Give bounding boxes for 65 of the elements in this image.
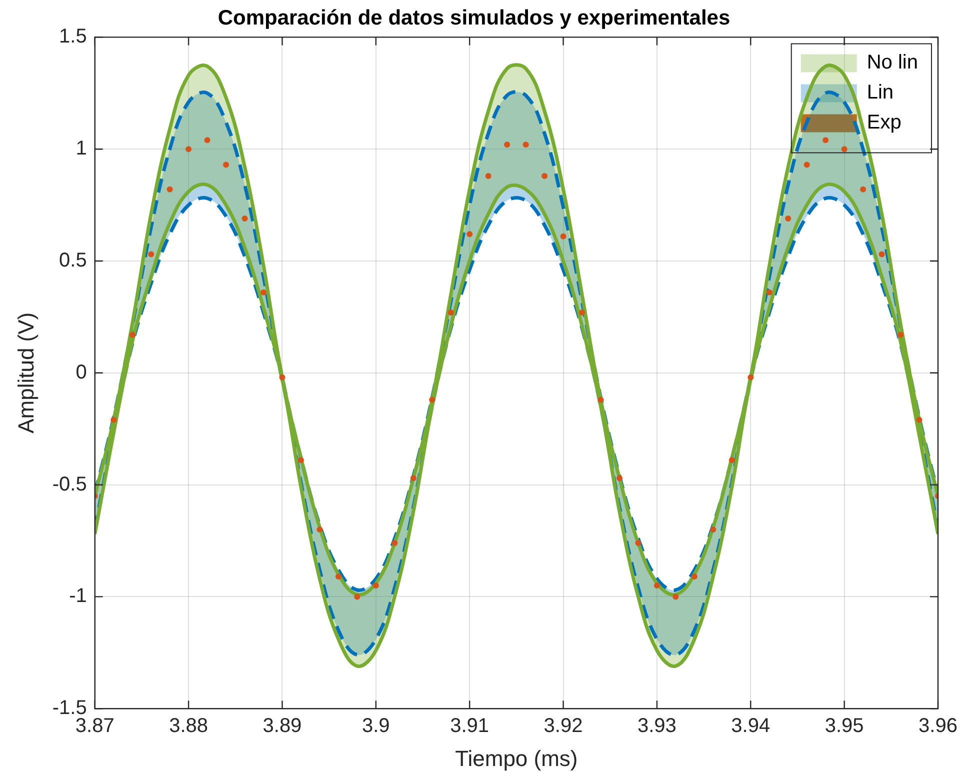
point <box>672 594 679 600</box>
point <box>579 309 586 316</box>
y-tick-label: 1.5 <box>59 26 87 48</box>
point <box>878 251 885 258</box>
y-tick-label: -0.5 <box>52 473 87 496</box>
point <box>785 215 792 222</box>
point <box>710 526 716 533</box>
point <box>616 475 622 482</box>
legend-label: No lin <box>866 52 918 74</box>
y-tick-label: 1 <box>76 138 87 160</box>
point <box>654 582 660 589</box>
point <box>860 186 866 192</box>
point <box>635 540 642 546</box>
point <box>748 374 754 380</box>
point <box>429 396 436 403</box>
point <box>916 416 922 423</box>
point <box>354 594 360 600</box>
y-axis-title: Amplitud (V) <box>13 312 38 434</box>
point <box>448 309 454 316</box>
x-tick-label: 3.9 <box>362 715 390 738</box>
x-axis-title: Tiempo (ms) <box>455 746 578 771</box>
point <box>898 332 904 338</box>
x-tick-label: 3.92 <box>544 715 583 738</box>
point <box>110 416 117 423</box>
point <box>279 374 286 380</box>
point <box>204 137 210 144</box>
point <box>223 162 230 168</box>
x-tick-label: 3.94 <box>731 715 770 738</box>
point <box>372 582 379 589</box>
point <box>129 332 136 338</box>
point <box>242 215 248 222</box>
point <box>804 162 810 168</box>
point <box>598 396 604 403</box>
point <box>485 172 492 179</box>
point <box>466 231 473 238</box>
point <box>542 172 548 179</box>
legend-label: Lin <box>866 82 894 104</box>
point <box>186 146 192 152</box>
point <box>316 526 323 533</box>
point <box>504 142 510 148</box>
point <box>522 142 529 148</box>
y-tick-label: 0 <box>76 361 87 384</box>
point <box>335 574 342 580</box>
point <box>392 540 398 546</box>
chart-title: Comparación de datos simulados y experimentales <box>218 6 730 30</box>
y-tick-label: -1 <box>69 585 87 608</box>
x-tick-label: 3.95 <box>824 715 864 738</box>
point <box>166 186 173 192</box>
point <box>298 457 304 464</box>
x-tick-label: 3.93 <box>637 715 676 738</box>
point <box>766 289 772 296</box>
legend-label: Exp <box>866 112 902 134</box>
y-tick-label: 0.5 <box>59 250 87 272</box>
point <box>260 289 266 296</box>
point <box>410 475 416 482</box>
point <box>728 457 735 464</box>
x-tick-label: 3.96 <box>918 715 958 738</box>
x-tick-label: 3.88 <box>169 715 208 738</box>
point <box>841 146 848 152</box>
point <box>691 574 698 580</box>
point <box>822 137 829 144</box>
point <box>148 251 154 258</box>
point <box>560 233 566 240</box>
x-tick-label: 3.91 <box>450 715 490 738</box>
x-tick-label: 3.89 <box>262 715 302 738</box>
